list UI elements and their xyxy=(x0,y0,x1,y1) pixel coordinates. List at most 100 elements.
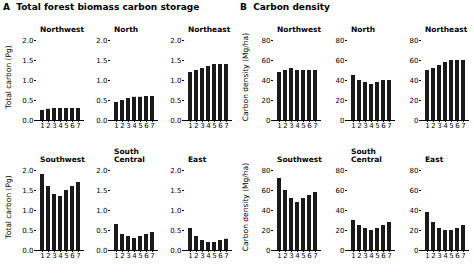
svg-text:40: 40 xyxy=(336,77,345,85)
svg-text:20: 20 xyxy=(336,227,345,235)
svg-text:4: 4 xyxy=(295,252,300,260)
svg-text:7: 7 xyxy=(76,122,80,130)
svg-text:60: 60 xyxy=(336,187,345,195)
svg-text:4: 4 xyxy=(443,122,448,130)
svg-text:20: 20 xyxy=(336,97,345,105)
svg-text:0: 0 xyxy=(266,247,270,255)
svg-text:3: 3 xyxy=(126,122,130,130)
svg-text:5: 5 xyxy=(138,122,142,130)
svg-text:5: 5 xyxy=(212,252,216,260)
svg-text:1: 1 xyxy=(277,252,281,260)
svg-text:1.5: 1.5 xyxy=(170,57,181,65)
svg-text:7: 7 xyxy=(150,252,154,260)
svg-text:7: 7 xyxy=(313,122,317,130)
svg-text:2: 2 xyxy=(283,252,287,260)
svg-text:5: 5 xyxy=(64,252,68,260)
svg-text:1: 1 xyxy=(425,122,429,130)
svg-text:80: 80 xyxy=(410,37,419,45)
svg-text:2: 2 xyxy=(283,122,287,130)
svg-text:0: 0 xyxy=(340,247,344,255)
svg-text:4: 4 xyxy=(369,252,374,260)
svg-text:2: 2 xyxy=(46,252,50,260)
svg-text:7: 7 xyxy=(150,122,154,130)
svg-text:6: 6 xyxy=(144,122,149,130)
svg-text:80: 80 xyxy=(336,167,345,175)
svg-text:3: 3 xyxy=(363,252,367,260)
svg-text:6: 6 xyxy=(307,252,312,260)
svg-text:1.5: 1.5 xyxy=(96,187,107,195)
svg-text:4: 4 xyxy=(295,122,300,130)
svg-text:0.0: 0.0 xyxy=(96,117,107,125)
svg-text:20: 20 xyxy=(410,227,419,235)
svg-text:3: 3 xyxy=(363,122,367,130)
svg-text:0: 0 xyxy=(340,117,344,125)
svg-text:1: 1 xyxy=(425,252,429,260)
svg-text:2: 2 xyxy=(194,122,198,130)
svg-text:0.5: 0.5 xyxy=(170,227,181,235)
svg-text:20: 20 xyxy=(262,97,271,105)
svg-text:7: 7 xyxy=(224,122,228,130)
svg-text:0.5: 0.5 xyxy=(170,97,181,105)
svg-text:3: 3 xyxy=(52,252,56,260)
svg-text:40: 40 xyxy=(410,207,419,215)
svg-text:6: 6 xyxy=(381,122,386,130)
svg-text:2.0: 2.0 xyxy=(22,167,33,175)
svg-text:7: 7 xyxy=(387,122,391,130)
svg-text:7: 7 xyxy=(224,252,228,260)
svg-text:6: 6 xyxy=(218,122,223,130)
svg-text:5: 5 xyxy=(64,122,68,130)
svg-text:40: 40 xyxy=(336,207,345,215)
svg-text:1: 1 xyxy=(114,122,118,130)
svg-text:1: 1 xyxy=(114,252,118,260)
svg-text:4: 4 xyxy=(369,122,374,130)
svg-text:5: 5 xyxy=(449,122,453,130)
svg-text:6: 6 xyxy=(144,252,149,260)
svg-text:2: 2 xyxy=(357,252,361,260)
svg-text:1.0: 1.0 xyxy=(170,77,181,85)
svg-text:5: 5 xyxy=(449,252,453,260)
svg-text:0.5: 0.5 xyxy=(96,227,107,235)
svg-text:3: 3 xyxy=(437,252,441,260)
svg-text:1.0: 1.0 xyxy=(170,207,181,215)
svg-text:6: 6 xyxy=(218,252,223,260)
svg-text:1.5: 1.5 xyxy=(96,57,107,65)
svg-text:4: 4 xyxy=(58,252,63,260)
svg-text:40: 40 xyxy=(262,77,271,85)
svg-text:2.0: 2.0 xyxy=(170,167,181,175)
svg-text:7: 7 xyxy=(313,252,317,260)
svg-text:40: 40 xyxy=(410,77,419,85)
svg-text:1: 1 xyxy=(40,122,44,130)
svg-text:5: 5 xyxy=(375,252,379,260)
svg-text:80: 80 xyxy=(262,37,271,45)
svg-text:1: 1 xyxy=(351,122,355,130)
svg-text:1.0: 1.0 xyxy=(22,207,33,215)
svg-text:1.0: 1.0 xyxy=(96,207,107,215)
svg-text:4: 4 xyxy=(58,122,63,130)
svg-text:7: 7 xyxy=(461,122,465,130)
svg-text:3: 3 xyxy=(289,122,293,130)
svg-text:1.0: 1.0 xyxy=(96,77,107,85)
svg-text:2: 2 xyxy=(120,252,124,260)
svg-text:0.0: 0.0 xyxy=(22,117,33,125)
svg-text:60: 60 xyxy=(262,57,271,65)
svg-text:1: 1 xyxy=(188,122,192,130)
svg-text:6: 6 xyxy=(70,122,75,130)
svg-text:7: 7 xyxy=(461,252,465,260)
svg-text:4: 4 xyxy=(206,252,211,260)
svg-text:2.0: 2.0 xyxy=(22,37,33,45)
svg-text:40: 40 xyxy=(262,207,271,215)
svg-text:3: 3 xyxy=(200,122,204,130)
svg-text:3: 3 xyxy=(126,252,130,260)
svg-text:0.5: 0.5 xyxy=(96,97,107,105)
svg-text:2.0: 2.0 xyxy=(170,37,181,45)
svg-text:1.0: 1.0 xyxy=(22,77,33,85)
svg-text:0.5: 0.5 xyxy=(22,97,33,105)
svg-text:2: 2 xyxy=(194,252,198,260)
svg-text:60: 60 xyxy=(410,57,419,65)
svg-text:0: 0 xyxy=(414,247,418,255)
svg-text:0.5: 0.5 xyxy=(22,227,33,235)
svg-text:2.0: 2.0 xyxy=(96,167,107,175)
svg-text:6: 6 xyxy=(381,252,386,260)
svg-text:4: 4 xyxy=(443,252,448,260)
svg-text:6: 6 xyxy=(307,122,312,130)
